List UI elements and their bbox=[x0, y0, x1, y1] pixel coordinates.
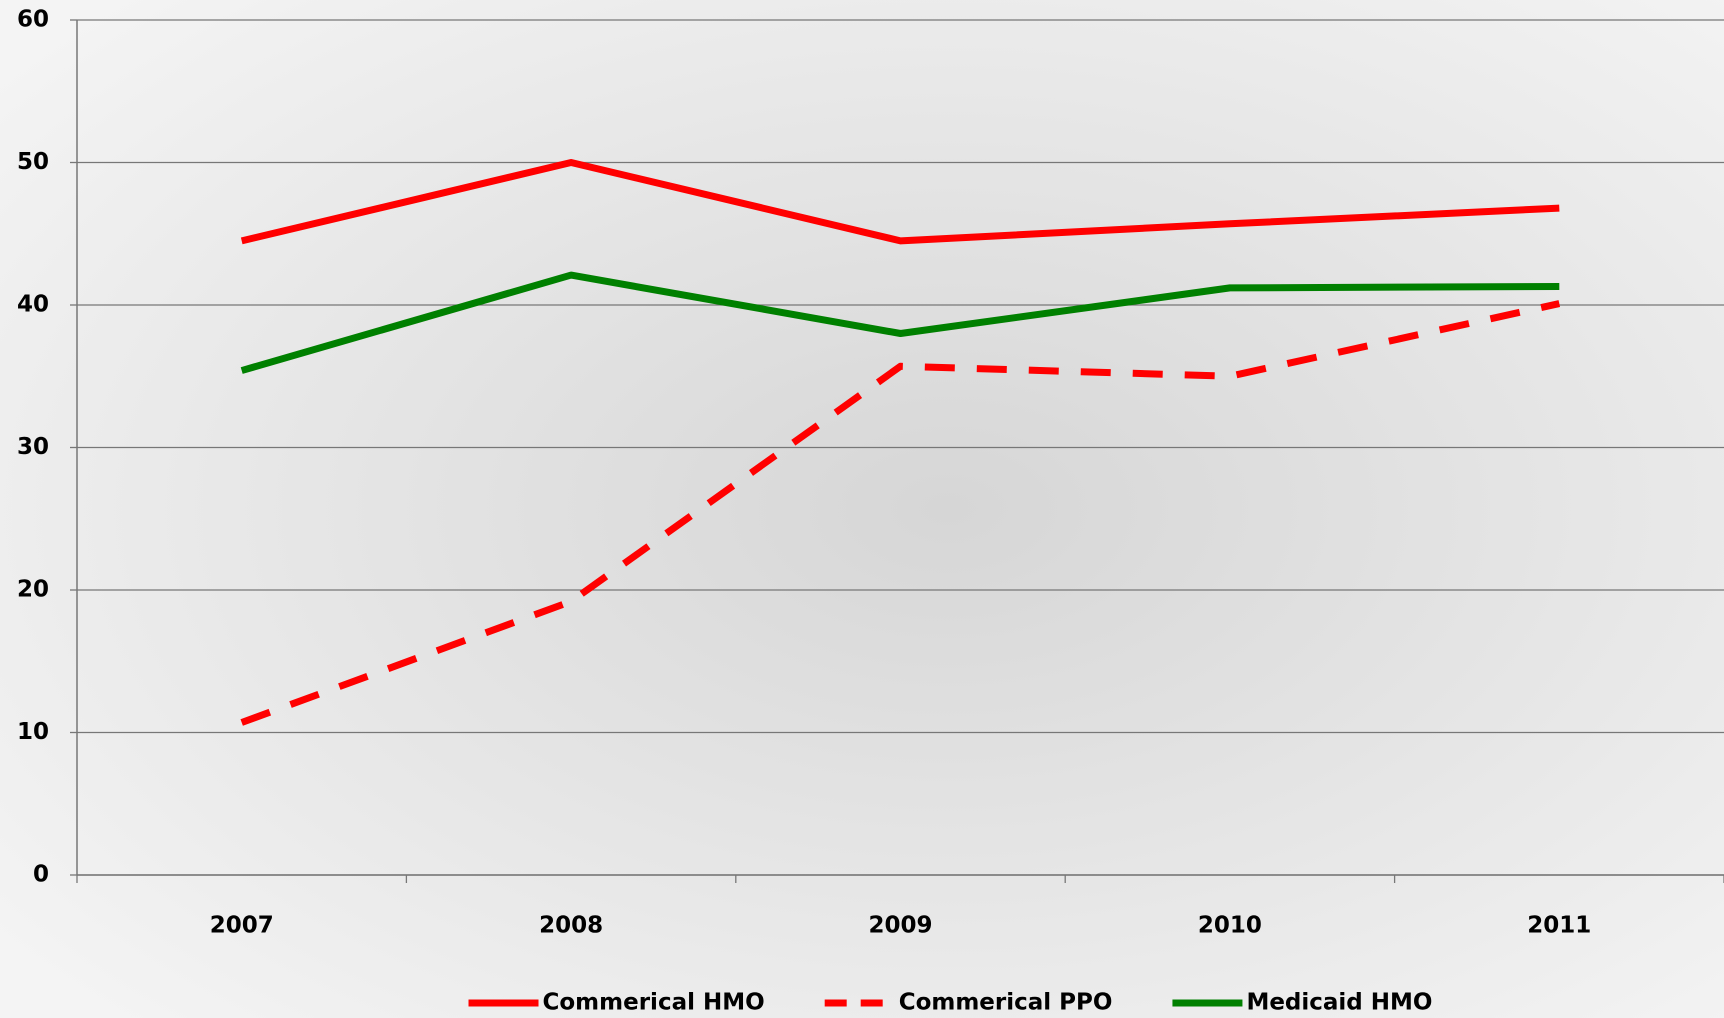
x-tick-label: 2009 bbox=[868, 913, 932, 939]
legend-label: Commerical HMO bbox=[543, 990, 765, 1016]
y-tick-label: 30 bbox=[17, 434, 49, 460]
y-tick-label: 0 bbox=[33, 862, 49, 888]
legend-label: Medicaid HMO bbox=[1246, 990, 1432, 1016]
y-tick-label: 40 bbox=[17, 292, 49, 318]
plot: 0 10 20 30 40 50 60 2007 2008 2009 2010 2011 Commeri… bbox=[17, 7, 1724, 1016]
y-tick-label: 20 bbox=[17, 577, 49, 603]
series-line bbox=[240, 271, 1560, 374]
legend-label: Commerical PPO bbox=[899, 990, 1113, 1016]
y-tick-label: 50 bbox=[17, 149, 49, 175]
x-tick-label: 2007 bbox=[210, 913, 274, 939]
y-tick-label: 60 bbox=[17, 7, 49, 33]
y-tick-label: 10 bbox=[17, 719, 49, 745]
series-line bbox=[240, 159, 1560, 245]
x-tick-label: 2008 bbox=[539, 913, 603, 939]
x-tick-label: 2010 bbox=[1198, 913, 1262, 939]
series-line bbox=[240, 300, 1561, 726]
x-tick-label: 2011 bbox=[1527, 913, 1591, 939]
